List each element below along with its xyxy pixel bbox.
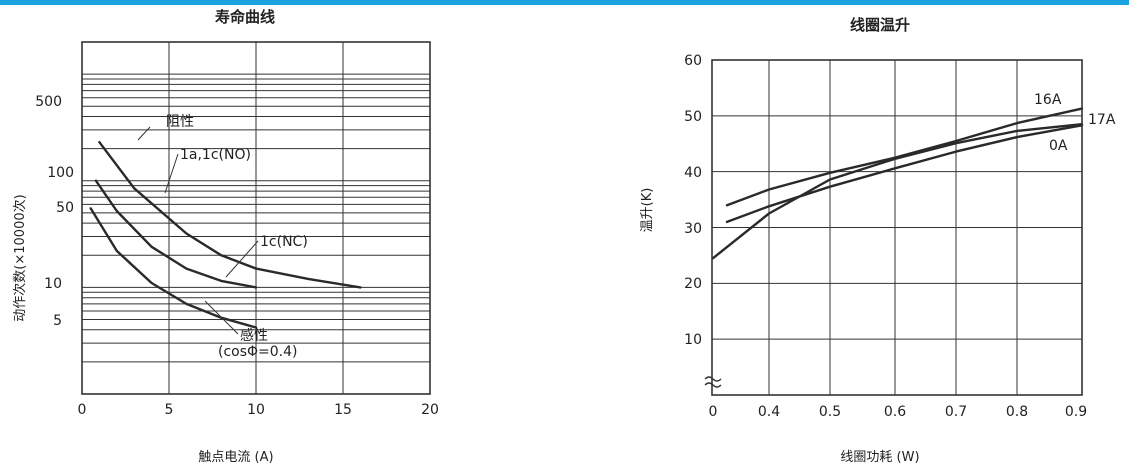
temp-ytick-label: 50: [684, 109, 702, 125]
temp-xtick-label: 0.8: [1006, 404, 1028, 420]
temp-xtick-label: 0.9: [1065, 404, 1087, 420]
life-curve-chart: 寿命曲线 500 100 50 10 5 0 5 10 15 20 触点电流 (…: [12, 8, 439, 465]
temp-chart-title: 线圈温升: [850, 16, 910, 34]
leader-no: [164, 153, 179, 194]
annotation-1a-1c-no: 1a,1c(NO): [180, 147, 251, 163]
life-curves: [89, 141, 362, 329]
life-xtick-label: 20: [421, 402, 439, 418]
life-plot-frame: [81, 41, 431, 395]
series-label-17a: 17A: [1088, 112, 1116, 128]
series-label-0a: 0A: [1049, 138, 1068, 154]
leader-nc: [225, 240, 259, 278]
temp-ytick-label: 20: [684, 276, 702, 292]
coil-temp-rise-chart: 线圈温升 60 50 40 30 20 10 0 0.4 0.5 0.6 0.7…: [640, 16, 1116, 465]
temp-ytick-label: 40: [684, 165, 702, 181]
life-ytick-label: 5: [53, 313, 62, 329]
annotation-resistive: 阻性: [166, 114, 194, 130]
life-series-line-1: [94, 179, 258, 289]
temp-ytick-label: 10: [684, 332, 702, 348]
temp-grid: [712, 60, 1082, 395]
life-chart-title: 寿命曲线: [215, 8, 275, 26]
temp-xtick-label: 0.4: [758, 404, 780, 420]
annotation-1c-nc: 1c(NC): [260, 234, 308, 250]
life-ytick-label: 10: [44, 276, 62, 292]
life-y-axis-label: 动作次数(×10000次): [12, 194, 28, 321]
temp-xtick-label: 0.7: [945, 404, 967, 420]
temp-ytick-label: 60: [684, 53, 702, 69]
top-accent-bar: [0, 0, 1129, 5]
temp-ytick-label: 30: [684, 221, 702, 237]
life-xtick-label: 0: [78, 402, 87, 418]
life-ytick-label: 100: [47, 165, 74, 181]
temp-series-line-1: [725, 124, 1084, 224]
life-grid: [82, 42, 430, 394]
life-ytick-label: 500: [35, 94, 62, 110]
annotation-cos-phi: (cosΦ=0.4): [218, 344, 298, 360]
temp-plot-frame: [711, 59, 1083, 396]
temp-x-axis-label: 线圈功耗 (W): [840, 450, 919, 465]
temp-curves: [711, 107, 1084, 260]
life-series-line-0: [98, 141, 362, 289]
life-ytick-label: 50: [56, 200, 74, 216]
temp-series-line-2: [711, 123, 1084, 260]
life-xtick-label: 10: [247, 402, 265, 418]
temp-xtick-label: 0: [709, 404, 718, 420]
annotation-inductive: 感性: [240, 327, 268, 344]
axis-break-mark: [704, 376, 722, 388]
temp-y-axis-label: 温升(K): [640, 188, 655, 233]
life-xtick-label: 5: [165, 402, 174, 418]
leader-resistive: [137, 126, 151, 141]
temp-xtick-label: 0.5: [819, 404, 841, 420]
life-xtick-label: 15: [334, 402, 352, 418]
leader-inductive: [204, 300, 239, 335]
series-label-16a: 16A: [1034, 92, 1062, 108]
life-x-axis-label: 触点电流 (A): [198, 450, 273, 465]
temp-xtick-label: 0.6: [884, 404, 906, 420]
life-series-line-2: [89, 207, 258, 329]
